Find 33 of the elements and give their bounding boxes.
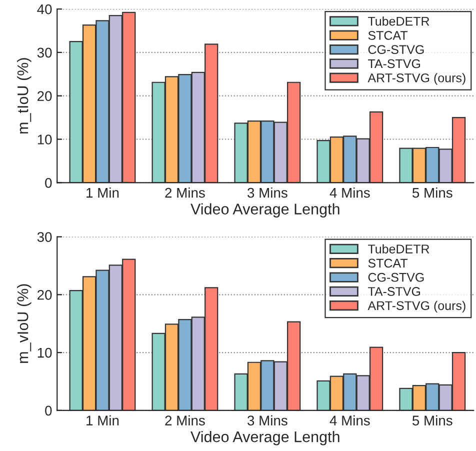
x-axis-title: Video Average Length [190, 430, 340, 446]
x-tick-label: 4 Mins [330, 415, 370, 426]
legend-label: STCAT [368, 31, 408, 40]
y-tick-label: 10 [38, 348, 52, 358]
x-tick-label: 5 Mins [412, 188, 452, 198]
x-tick-label: 4 Mins [330, 188, 370, 198]
legend-label: TA-STVG [368, 287, 420, 296]
x-tick-label: 1 Min [86, 188, 119, 198]
x-tick-label: 2 Mins [165, 415, 205, 426]
y-tick-label: 20 [38, 290, 52, 300]
x-axis-title: Video Average Length [190, 203, 340, 218]
y-tick-label: 10 [38, 134, 52, 144]
legend-label: ART-STVG (ours) [368, 300, 466, 313]
y-tick-label: 40 [37, 4, 52, 14]
legend-label: TubeDETR [368, 244, 430, 254]
y-axis-title: m_vIoU (%) [17, 284, 32, 363]
y-axis-title: m_tIoU (%) [17, 58, 32, 134]
x-tick-label: 3 Mins [248, 188, 288, 198]
x-tick-label: 1 Min [86, 415, 119, 426]
legend-label: CG-STVG [368, 45, 424, 54]
y-tick-label: 30 [37, 48, 52, 58]
y-tick-label: 20 [38, 91, 52, 102]
x-tick-label: 5 Mins [412, 415, 452, 426]
y-tick-label: 30 [37, 232, 52, 242]
y-tick-label: 0 [45, 406, 52, 416]
legend-label: ART-STVG (ours) [368, 73, 466, 85]
legend-label: TA-STVG [368, 59, 420, 68]
legend-label: STCAT [368, 258, 408, 268]
legend-label: CG-STVG [368, 272, 424, 282]
x-tick-label: 3 Mins [248, 415, 288, 426]
x-tick-label: 2 Mins [165, 188, 205, 198]
legend-label: TubeDETR [368, 16, 430, 26]
y-tick-label: 0 [45, 178, 52, 188]
